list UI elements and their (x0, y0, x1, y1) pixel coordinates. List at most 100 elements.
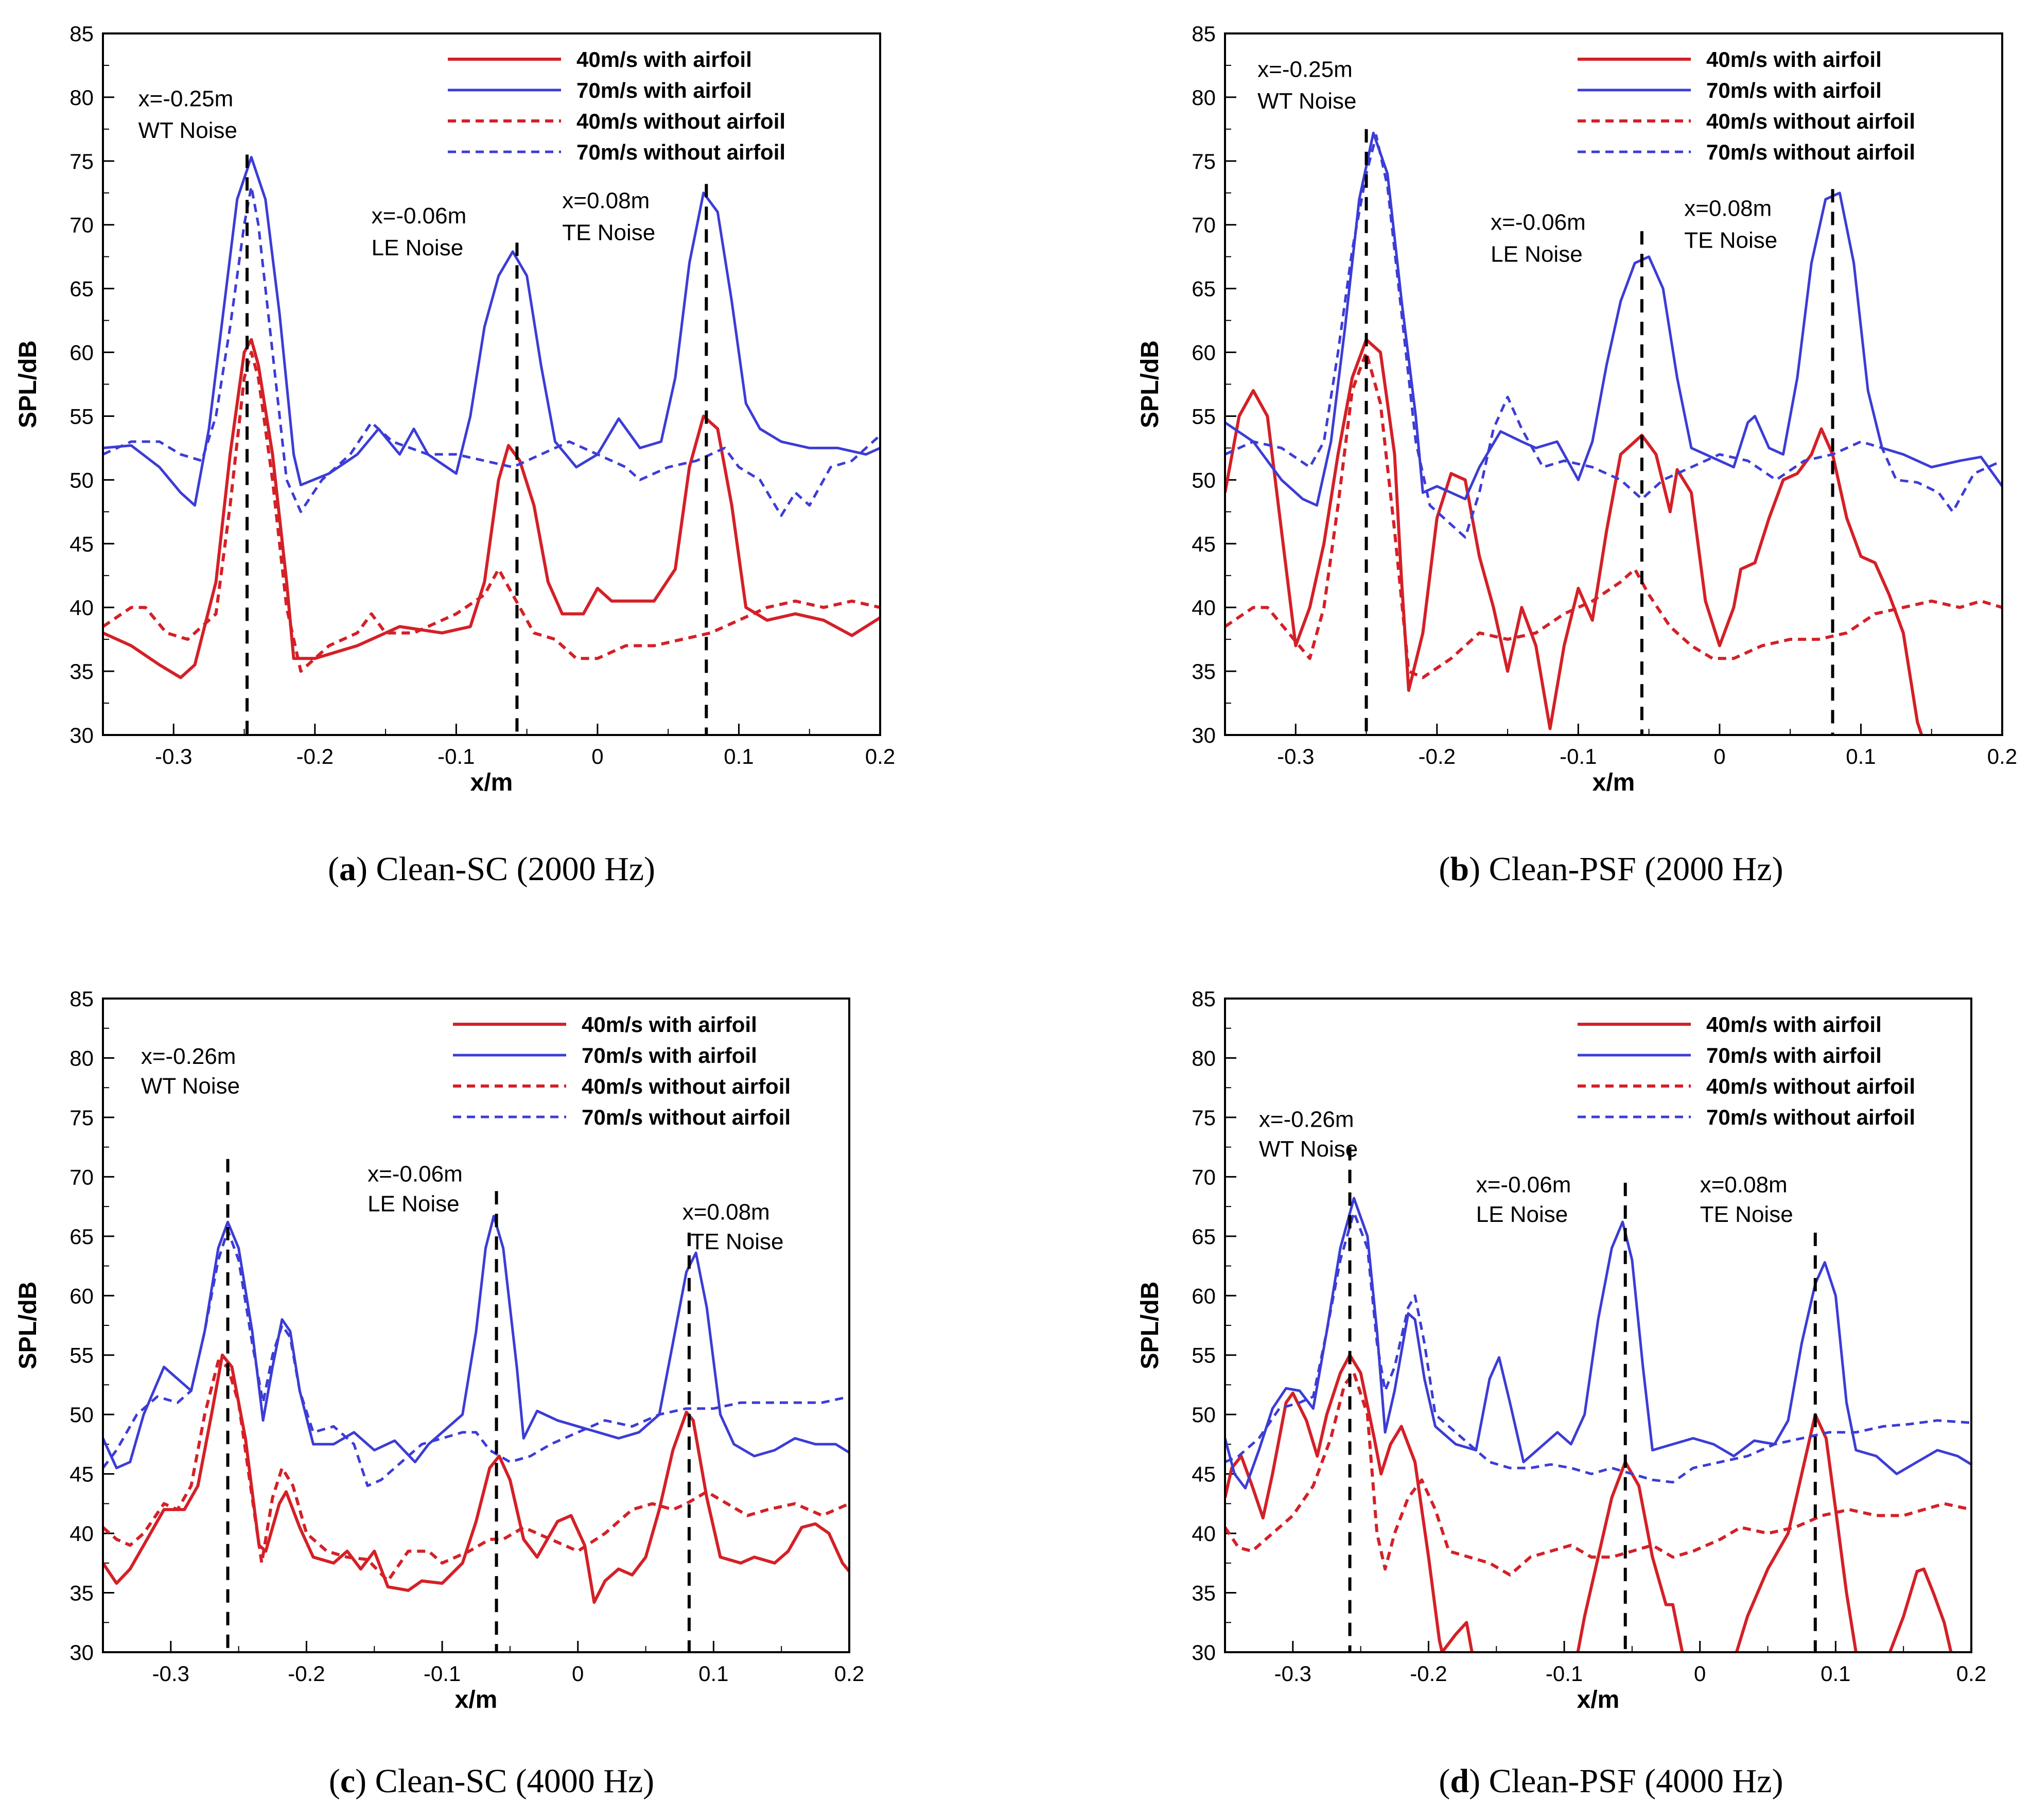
x-tick-label: 0.2 (834, 1661, 864, 1686)
legend-label: 70m/s without airfoil (1706, 1105, 1915, 1129)
x-tick-label: -0.2 (296, 744, 334, 768)
y-tick-label: 70 (1192, 213, 1216, 237)
x-axis-title: x/m (1577, 1686, 1620, 1713)
x-tick-label: -0.2 (1419, 744, 1456, 768)
legend-label: 70m/s with airfoil (1706, 78, 1882, 102)
legend-label: 70m/s without airfoil (576, 140, 785, 164)
series-line-red-dashed (1225, 1371, 1971, 1577)
legend-label: 70m/s with airfoil (576, 78, 752, 102)
annotation-label: x=0.08m (562, 188, 650, 214)
plot-frame (102, 32, 881, 736)
annotation-label: x=-0.25m (1257, 57, 1353, 82)
x-tick-label: -0.1 (1546, 1661, 1583, 1686)
y-tick-label: 45 (69, 1462, 94, 1486)
annotation-label: WT Noise (1257, 89, 1356, 114)
annotation-label: TE Noise (1700, 1202, 1793, 1227)
y-tick-label: 85 (69, 22, 94, 46)
y-tick-label: 60 (1192, 1284, 1216, 1308)
plot-frame (102, 997, 850, 1653)
y-tick-label: 35 (69, 1581, 94, 1605)
y-tick-label: 40 (1192, 596, 1216, 620)
y-tick-label: 70 (1192, 1165, 1216, 1189)
y-tick-label: 40 (69, 1521, 94, 1546)
legend-label: 40m/s without airfoil (582, 1074, 791, 1098)
series-line-red-dashed (103, 1359, 849, 1583)
x-tick-label: -0.3 (1277, 744, 1314, 768)
series-line-red-solid (1225, 338, 1923, 735)
annotation-label: WT Noise (138, 118, 237, 143)
x-axis-title: x/m (455, 1686, 498, 1713)
annotation-label: x=-0.06m (367, 1162, 463, 1187)
annotation-label: LE Noise (1476, 1202, 1568, 1227)
caption-label: Clean-SC (2000 Hz) (376, 850, 655, 888)
legend-label: 70m/s without airfoil (1706, 140, 1915, 164)
y-tick-label: 30 (69, 723, 94, 747)
y-tick-label: 60 (69, 341, 94, 365)
plot-frame (1224, 997, 1972, 1653)
annotation-label: TE Noise (1684, 227, 1777, 253)
x-tick-label: -0.1 (437, 744, 475, 768)
y-tick-label: 65 (69, 1224, 94, 1249)
y-tick-label: 85 (69, 987, 94, 1011)
annotation-label: WT Noise (141, 1074, 240, 1099)
y-tick-label: 75 (1192, 1106, 1216, 1130)
y-tick-label: 30 (1192, 723, 1216, 747)
legend-label: 40m/s with airfoil (576, 47, 752, 72)
legend-label: 40m/s with airfoil (1706, 1012, 1882, 1037)
y-tick-label: 45 (1192, 1462, 1216, 1486)
x-tick-label: 0.1 (698, 1661, 728, 1686)
y-tick-label: 80 (1192, 1046, 1216, 1070)
x-axis-title: x/m (1592, 769, 1635, 796)
series-line-red-dashed (1225, 351, 2002, 679)
y-tick-label: 65 (1192, 277, 1216, 301)
y-tick-label: 35 (1192, 659, 1216, 684)
x-tick-label: 0 (591, 744, 603, 768)
y-tick-label: 75 (69, 1106, 94, 1130)
series-line-blue-solid (1225, 131, 2002, 507)
series-line-blue-solid (103, 155, 880, 507)
y-tick-label: 45 (1192, 532, 1216, 556)
legend-label: 40m/s with airfoil (582, 1012, 757, 1037)
legend-label: 70m/s with airfoil (582, 1043, 757, 1068)
y-tick-label: 65 (1192, 1224, 1216, 1249)
y-tick-label: 55 (69, 404, 94, 428)
y-tick-label: 70 (69, 1165, 94, 1189)
annotation-label: TE Noise (691, 1229, 784, 1254)
x-tick-label: 0 (1713, 744, 1725, 768)
annotation-label: x=-0.06m (1476, 1172, 1571, 1197)
series-line-red-solid (1888, 1567, 1953, 1652)
annotation-label: LE Noise (372, 235, 464, 260)
y-tick-label: 45 (69, 532, 94, 556)
x-tick-label: -0.3 (155, 744, 192, 768)
caption-a: (a) Clean-SC (2000 Hz) (328, 850, 655, 888)
y-tick-label: 85 (1192, 22, 1216, 46)
series-line-blue-solid (103, 1215, 849, 1469)
panel-b: 30 35 40 45 50 55 60 65 70 75 80 85 -0.3 -0.2 -0.1 0 0.1… (1136, 22, 2017, 796)
legend-label: 70m/s with airfoil (1706, 1043, 1882, 1068)
series-line-red-solid (103, 1353, 849, 1604)
y-tick-label: 55 (1192, 1343, 1216, 1368)
legend-label: 40m/s without airfoil (1706, 1074, 1915, 1098)
panel-d: 30 35 40 45 50 55 60 65 70 75 80 85 -0.3 -0.2 -0.1 0 0.1… (1136, 987, 1986, 1713)
y-tick-label: 55 (1192, 404, 1216, 428)
caption-label: Clean-PSF (4000 Hz) (1489, 1762, 1783, 1800)
y-tick-label: 50 (69, 1403, 94, 1427)
series-line-red-dashed (103, 351, 880, 673)
y-tick-label: 30 (69, 1640, 94, 1665)
y-tick-label: 35 (1192, 1581, 1216, 1605)
series-line-blue-dashed (103, 185, 880, 517)
annotation-label: LE Noise (1491, 242, 1583, 267)
legend-label: 40m/s without airfoil (576, 109, 785, 133)
y-tick-label: 40 (69, 596, 94, 620)
annotation-label: x=-0.06m (372, 203, 467, 229)
y-axis-title: SPL/dB (1136, 340, 1164, 428)
y-tick-label: 80 (69, 85, 94, 110)
annotation-label: x=-0.06m (1491, 210, 1586, 235)
series-line-red-solid (1735, 1413, 1858, 1652)
caption-letter: a (339, 850, 356, 888)
y-axis-title: SPL/dB (14, 1282, 42, 1370)
caption-d: (d) Clean-PSF (4000 Hz) (1439, 1762, 1783, 1800)
x-tick-label: 0.1 (1821, 1661, 1850, 1686)
y-tick-label: 70 (69, 213, 94, 237)
x-tick-label: 0.1 (1846, 744, 1876, 768)
